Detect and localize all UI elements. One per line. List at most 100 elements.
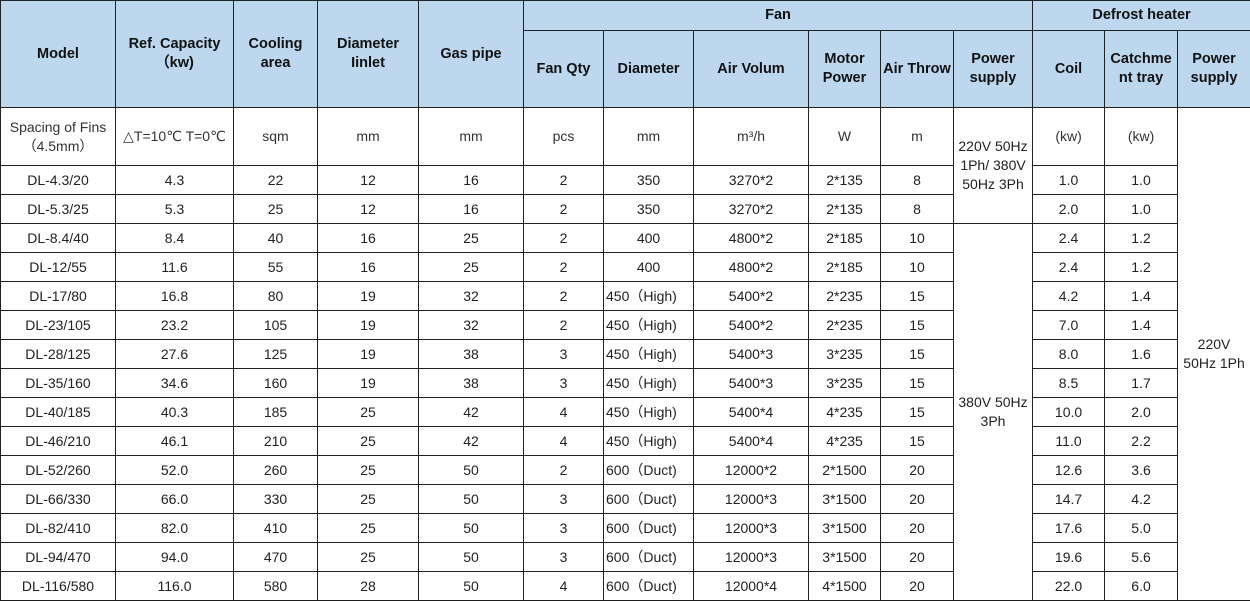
table-cell: DL-17/80 [0,281,116,311]
table-cell: 12 [317,165,419,195]
table-cell: 1.7 [1104,368,1179,398]
table-cell: 2.0 [1104,397,1179,427]
table-cell: 40 [233,223,318,253]
table-cell: 25 [317,484,419,514]
table-cell: 5400*4 [693,426,809,456]
table-cell: 19 [317,339,419,369]
table-cell: 50 [418,513,524,543]
table-cell: DL-28/125 [0,339,116,369]
table-cell: 8.0 [1032,339,1106,369]
table-cell: 16 [317,252,419,282]
table-cell: 19 [317,281,419,311]
table-cell: 2 [523,165,604,195]
table-cell: DL-66/330 [0,484,116,514]
table-cell: 19 [317,310,419,340]
table-cell: 3 [523,484,604,514]
units-cell: (kw) [1104,107,1179,166]
table-cell: 25 [418,252,524,282]
table-cell: 20 [880,571,954,601]
table-cell: 27.6 [115,339,234,369]
header-model: Model [0,0,116,108]
table-cell: 66.0 [115,484,234,514]
table-cell: 50 [418,455,524,485]
table-cell: 15 [880,281,954,311]
table-cell: 2.0 [1032,194,1106,224]
table-cell: 15 [880,310,954,340]
table-cell: 450（High) [603,426,694,456]
table-row: DL-40/185 40.3 185 25 42 4 450（High) 5400*4 4*23… [0,397,1250,427]
table-row: DL-23/105 23.2 105 19 32 2 450（High) 5400*2 2*23… [0,310,1250,340]
table-cell: 16 [317,223,419,253]
table-cell: 2 [523,281,604,311]
table-cell: 8.4 [115,223,234,253]
table-cell: 23.2 [115,310,234,340]
units-cell: mm [603,107,694,166]
table-cell: DL-5.3/25 [0,194,116,224]
table-cell: 3*235 [808,339,881,369]
table-cell: 11.6 [115,252,234,282]
header-fan-diameter: Diameter [603,30,694,108]
table-cell: 3 [523,542,604,572]
table-cell: DL-82/410 [0,513,116,543]
table-cell: 42 [418,397,524,427]
table-cell: 450（High) [603,339,694,369]
table-cell: 600（Duct) [603,455,694,485]
table-cell: 2 [523,455,604,485]
table-cell: 12.6 [1032,455,1106,485]
table-row: DL-46/210 46.1 210 25 42 4 450（High) 5400*4 4*23… [0,426,1250,456]
table-cell: 8 [880,194,954,224]
table-cell: 10.0 [1032,397,1106,427]
table-cell: 5400*2 [693,310,809,340]
table-cell: 450（High) [603,281,694,311]
table-row: DL-116/580 116.0 580 28 50 4 600（Duct) 12000*4 4… [0,571,1250,601]
table-cell: 470 [233,542,318,572]
table-cell: 116.0 [115,571,234,601]
table-cell: 450（High) [603,397,694,427]
table-cell: 600（Duct) [603,542,694,572]
table-cell: 80 [233,281,318,311]
units-cell: m [880,107,954,166]
units-cell: W [808,107,881,166]
units-cell: △T=10℃ T=0℃ [115,107,234,166]
table-cell: DL-4.3/20 [0,165,116,195]
table-cell: DL-8.4/40 [0,223,116,253]
table-cell: 4.3 [115,165,234,195]
table-cell: 3270*2 [693,194,809,224]
table-cell: 400 [603,252,694,282]
table-cell: 22 [233,165,318,195]
table-cell: 3*235 [808,368,881,398]
table-cell: 19 [317,368,419,398]
table-cell: 260 [233,455,318,485]
table-cell: 450（High) [603,310,694,340]
table-cell: 3*1500 [808,542,881,572]
table-cell: 8.5 [1032,368,1106,398]
table-cell: 400 [603,223,694,253]
table-cell: 3 [523,513,604,543]
table-cell: 2*185 [808,223,881,253]
table-cell: 20 [880,455,954,485]
table-row: DL-12/55 11.6 55 16 25 2 400 4800*2 2*185 10 2.4 1.… [0,252,1250,282]
table-cell: 12000*3 [693,513,809,543]
table-cell: 580 [233,571,318,601]
table-cell: 5400*4 [693,397,809,427]
table-cell: 1.0 [1032,165,1106,195]
table-cell: DL-23/105 [0,310,116,340]
table-cell: 210 [233,426,318,456]
table-cell: 40.3 [115,397,234,427]
table-cell: DL-46/210 [0,426,116,456]
table-cell: 12000*3 [693,542,809,572]
table-cell: 20 [880,542,954,572]
table-cell: 10 [880,252,954,282]
table-cell: 15 [880,368,954,398]
table-cell: 12 [317,194,419,224]
table-cell: 2*1500 [808,455,881,485]
table-cell: 3.6 [1104,455,1179,485]
table-cell: 25 [317,397,419,427]
table-cell: 4*1500 [808,571,881,601]
table-cell: 1.4 [1104,281,1179,311]
table-cell: 125 [233,339,318,369]
table-row: DL-5.3/25 5.3 25 12 16 2 350 3270*2 2*135 8 2.0 1.0 [0,194,1250,224]
table-cell: 350 [603,194,694,224]
table-cell: 2.4 [1032,252,1106,282]
table-cell: 10 [880,223,954,253]
